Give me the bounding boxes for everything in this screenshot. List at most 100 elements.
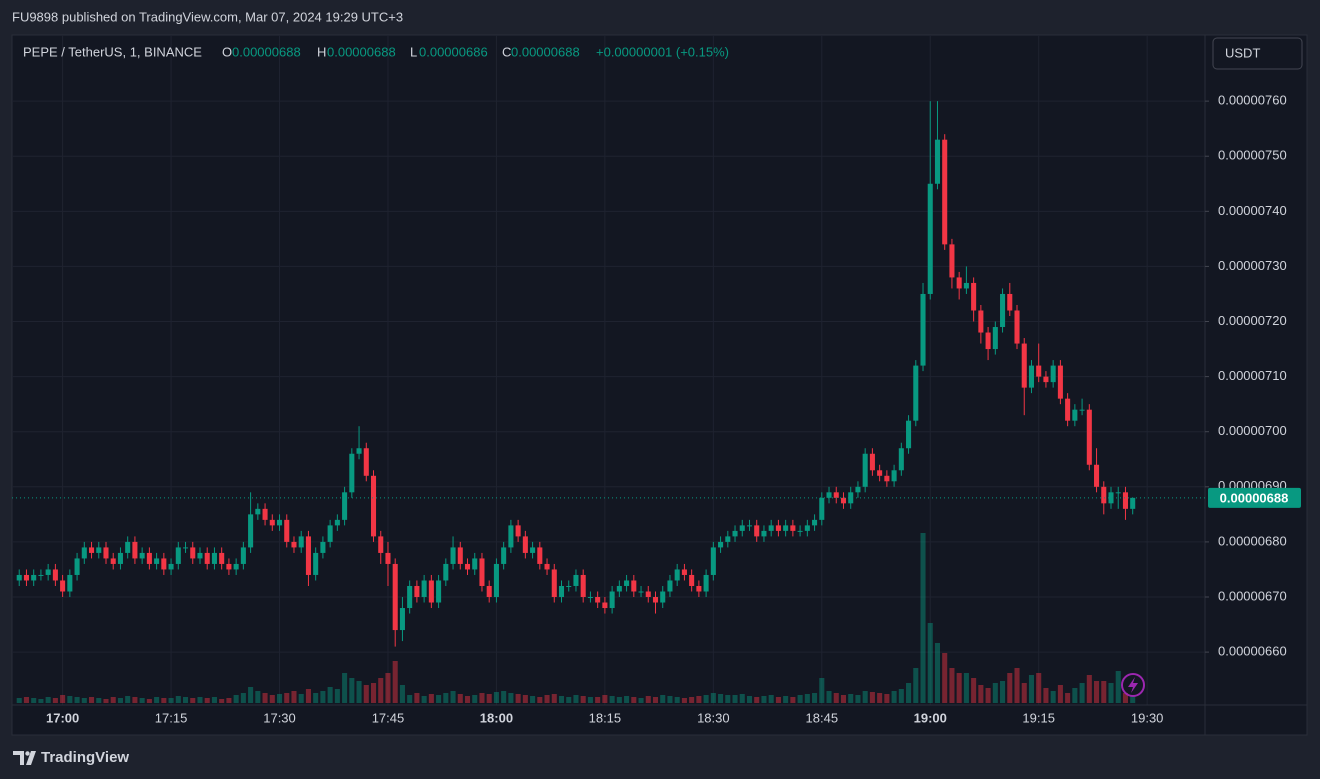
- volume-bar: [1094, 681, 1100, 703]
- candle-body: [421, 580, 427, 598]
- volume-bar: [305, 689, 311, 703]
- volume-bar: [674, 697, 680, 703]
- volume-bar: [472, 695, 478, 703]
- candle-body: [356, 448, 362, 454]
- volume-bar: [240, 693, 246, 703]
- candle-body: [269, 519, 275, 526]
- candle-body: [1043, 376, 1049, 383]
- candle-body: [783, 525, 789, 531]
- volume-bar: [783, 696, 789, 703]
- candle-body: [992, 327, 998, 350]
- volume-bar: [739, 694, 745, 703]
- volume-bar: [1086, 675, 1092, 703]
- volume-bar: [226, 698, 232, 703]
- x-tick-label: 17:30: [263, 710, 296, 725]
- candle-body: [197, 552, 203, 559]
- volume-bar: [428, 694, 434, 703]
- volume-bar: [291, 691, 297, 703]
- volume-bar: [537, 697, 543, 703]
- volume-bar: [269, 695, 275, 703]
- volume-bar: [645, 696, 651, 703]
- candle-body: [956, 277, 962, 289]
- candle-body: [949, 244, 955, 278]
- volume-bar: [421, 696, 427, 703]
- volume-bar: [595, 697, 601, 703]
- volume-bar: [703, 695, 709, 703]
- volume-bar: [1007, 673, 1013, 703]
- candle-body: [146, 552, 152, 564]
- volume-bar: [515, 694, 521, 703]
- footer-brand: TradingView: [41, 749, 129, 766]
- candle-body: [74, 558, 80, 575]
- currency-button[interactable]: [1212, 37, 1303, 70]
- candle-body: [125, 541, 131, 553]
- volume-bar: [276, 694, 283, 703]
- candle-body: [464, 563, 471, 570]
- volume-bar: [399, 685, 405, 703]
- candle-body: [161, 558, 167, 570]
- candle-body: [117, 552, 123, 564]
- volume-bar: [190, 698, 196, 703]
- volume-bar: [45, 697, 51, 703]
- volume-bar: [667, 696, 673, 703]
- volume-bar: [284, 693, 290, 703]
- candle-body: [732, 530, 738, 537]
- volume-bar: [862, 691, 868, 703]
- candle-body: [739, 525, 745, 531]
- volume-bar: [298, 694, 304, 703]
- volume-bar: [884, 694, 890, 703]
- volume-bar: [826, 691, 832, 703]
- volume-bar: [349, 678, 355, 703]
- candle-body: [175, 547, 181, 564]
- x-tick-label: 19:30: [1131, 710, 1164, 725]
- candle-body: [103, 547, 109, 559]
- volume-bar: [1036, 673, 1042, 703]
- candle-body: [204, 552, 210, 564]
- volume-bar: [464, 696, 471, 703]
- volume-bar: [522, 695, 528, 703]
- candle-body: [522, 536, 528, 553]
- volume-bar: [334, 689, 340, 703]
- candle-body: [334, 519, 340, 526]
- volume-bar: [898, 689, 904, 703]
- candle-body: [537, 547, 543, 564]
- candle-body: [667, 580, 673, 592]
- candle-body: [660, 591, 666, 603]
- volume-bar: [732, 695, 738, 703]
- candle-body: [877, 470, 883, 476]
- candle-body: [291, 541, 297, 548]
- volume-bar: [985, 688, 991, 703]
- candle-body: [587, 597, 593, 599]
- lightning-icon[interactable]: [1121, 673, 1145, 697]
- candle-body: [370, 475, 377, 537]
- candle-body: [920, 293, 926, 366]
- y-tick-label: 0.00000670: [1218, 588, 1287, 603]
- x-tick-label: 19:00: [914, 710, 947, 725]
- candle-body: [23, 574, 29, 581]
- candle-body: [399, 608, 405, 631]
- volume-bar: [1043, 688, 1049, 703]
- volume-bar: [616, 697, 622, 703]
- candle-body: [544, 563, 550, 570]
- volume-bar: [877, 693, 883, 703]
- candle-body: [530, 547, 536, 553]
- candle-body: [1094, 464, 1100, 487]
- candle-body: [262, 508, 268, 520]
- candle-body: [60, 580, 66, 592]
- candle-body: [602, 602, 608, 609]
- publish-header: FU9898 published on TradingView.com, Mar…: [12, 9, 403, 24]
- volume-bar: [52, 698, 58, 703]
- candle-body: [906, 420, 912, 449]
- candle-body: [1115, 492, 1121, 494]
- volume-bar: [31, 698, 37, 703]
- candle-body: [45, 569, 51, 575]
- volume-bar: [530, 696, 536, 703]
- candle-body: [710, 547, 716, 575]
- candle-body: [219, 552, 225, 564]
- candle-body: [320, 541, 326, 553]
- grid: [12, 35, 1205, 705]
- x-tick-label: 19:15: [1022, 710, 1055, 725]
- volume-bar: [486, 694, 492, 703]
- volume-bar: [551, 694, 557, 703]
- candle-body: [52, 569, 58, 581]
